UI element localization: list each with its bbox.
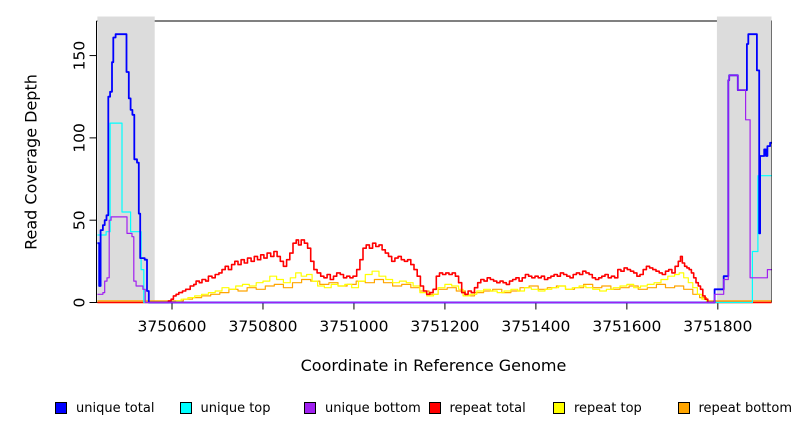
legend-label: unique top (200, 400, 271, 416)
series-repeat-top (97, 270, 772, 304)
x-tick-label: 3751400 (501, 318, 570, 336)
y-axis-title: Read Coverage Depth (21, 74, 41, 250)
legend-swatch-icon (304, 402, 316, 414)
y-tick-label: 100 (71, 123, 89, 153)
legend-swatch-icon (553, 402, 565, 414)
x-tick-label: 3750600 (137, 318, 206, 336)
series-unique-total (97, 33, 772, 304)
legend-item-unique-bottom: unique bottom (304, 400, 421, 416)
x-axis-title: Coordinate in Reference Genome (300, 356, 567, 375)
legend-swatch-icon (677, 402, 690, 414)
legend-item-repeat-top: repeat top (553, 400, 642, 416)
series-unique-top (97, 122, 772, 304)
legend-swatch-icon (428, 402, 441, 414)
legend-label: unique total (76, 400, 155, 416)
legend-swatch-icon (179, 402, 192, 414)
legend-label: repeat bottom (698, 400, 792, 416)
x-tick-label: 3751000 (319, 318, 388, 336)
legend-label: unique bottom (325, 400, 421, 416)
legend-item-repeat-bottom: repeat bottom (677, 400, 792, 416)
shaded-region (716, 16, 772, 303)
x-tick-label: 3750800 (228, 318, 297, 336)
series-unique-bottom (97, 74, 772, 304)
y-tick-label: 0 (71, 298, 89, 308)
x-tick-label: 3751200 (410, 318, 479, 336)
legend-label: repeat top (574, 400, 642, 416)
legend-item-repeat-total: repeat total (428, 400, 526, 416)
series-repeat-total (97, 239, 772, 304)
legend: unique total unique top unique bottom repea… (0, 400, 792, 420)
plot-box-left-bottom (96, 21, 772, 303)
plot-box-top-right (96, 20, 772, 303)
legend-item-unique-top: unique top (179, 400, 271, 416)
legend-item-unique-total: unique total (55, 400, 154, 416)
legend-label: repeat total (449, 400, 526, 416)
y-tick-label: 150 (71, 41, 89, 71)
series-repeat-bottom (97, 278, 772, 302)
legend-swatch-icon (55, 402, 67, 414)
x-tick-label: 3751800 (683, 318, 752, 336)
x-tick-label: 3751600 (592, 318, 661, 336)
y-tick-label: 50 (71, 210, 89, 230)
